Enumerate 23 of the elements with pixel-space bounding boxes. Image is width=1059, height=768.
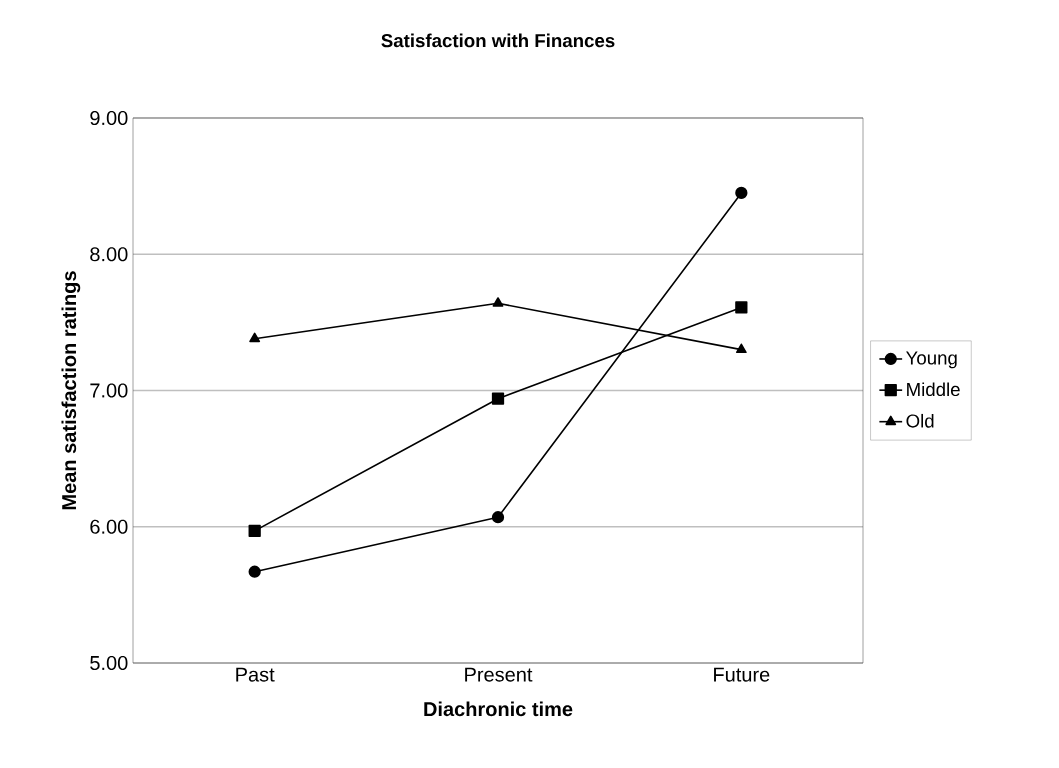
- x-axis-title: Diachronic time: [424, 701, 573, 717]
- point: [249, 332, 261, 343]
- point: [735, 343, 747, 354]
- y-tick-label: 8.00: [90, 247, 128, 262]
- legend-label: Young: [906, 351, 957, 369]
- legend-label: Middle: [907, 382, 960, 397]
- point: [491, 392, 505, 405]
- y-tick-label: 6.00: [90, 519, 128, 534]
- x-tick-label: Future: [714, 667, 770, 682]
- x-tick-label: Past: [236, 667, 275, 682]
- y-tick-label: 5.00: [90, 655, 128, 671]
- point: [735, 301, 748, 314]
- point: [735, 186, 748, 200]
- y-tick-label: 9.00: [90, 110, 128, 126]
- point: [248, 565, 261, 578]
- legend-label: Old: [906, 413, 934, 428]
- x-tick-label: Present: [465, 667, 533, 682]
- point: [248, 524, 261, 537]
- point: [492, 297, 504, 307]
- y-tick-label: 7.00: [90, 383, 128, 398]
- y-axis-title: Mean satisfaction ratings: [61, 271, 81, 510]
- chart-title: Satisfaction with Finances: [381, 33, 615, 48]
- point: [491, 511, 505, 524]
